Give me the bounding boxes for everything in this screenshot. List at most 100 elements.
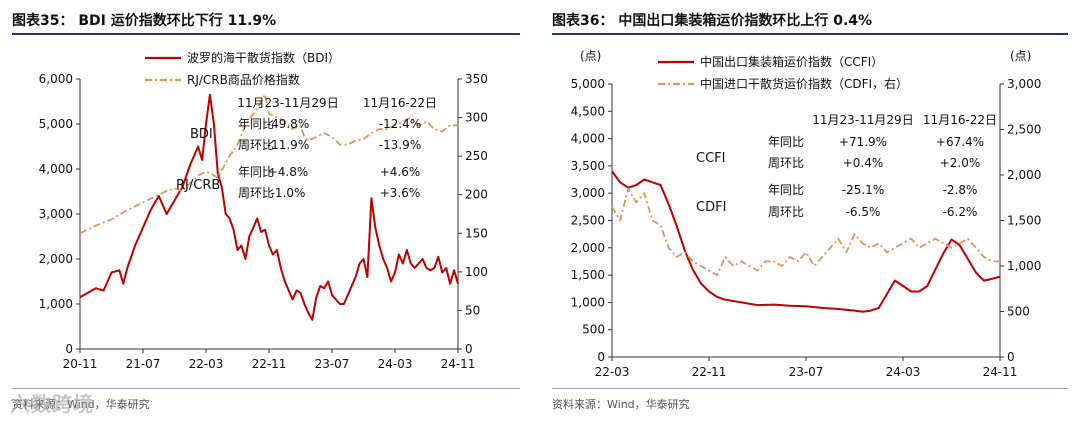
right-y-right-tick-label: 2,000 [1007,168,1041,182]
left-y-left-tick-label: 1,000 [39,297,73,311]
left-legend-label: RJ/CRB商品价格指数 [187,72,300,87]
left-annot-value: +4.8% [268,165,309,179]
right-chart-svg: 0 500 1,000 1,500 2,000 2,500 3,000 3,500 4,000 4… [571,49,1042,379]
left-x-tick-label: 23-07 [315,357,350,371]
left-annot-value: -49.8% [267,117,309,131]
right-annot-row-label: 周环比 [768,205,804,219]
right-series-line-solid [611,170,1001,313]
right-annot-period: 11月16-22日 [923,113,997,127]
right-y-left-tick-label: 3,500 [571,159,605,173]
left-chart-title: 图表35： BDI 运价指数环比下行 11.9% [12,13,277,29]
left-series-label: RJ/CRB [176,178,220,193]
left-y-right-tick-label: 150 [465,226,488,240]
right-y-left-tick-label: 2,500 [571,214,605,228]
left-legend-label: 波罗的海干散货指数（BDI） [187,50,340,65]
right-y-left-tick-label: 2,000 [571,241,605,255]
left-chart-svg: 0 1,000 2,000 3,000 4,000 5,000 6,000 0 50 100 150… [39,50,488,371]
right-x-tick-label: 22-11 [692,365,727,379]
right-chart-panel: 图表36： 中国出口集装箱运价指数环比上行 0.4% 0 500 1,000 1,50… [540,0,1080,424]
right-annot-period: 11月23-11月29日 [812,113,913,127]
left-annot-value: +4.6% [380,165,421,179]
left-title-rule [12,33,520,35]
right-annot-row-label: 年同比 [768,183,804,197]
left-y-right-tick-label: 250 [465,149,488,163]
left-x-tick-label: 22-03 [189,357,224,371]
right-annot-value: -2.8% [943,183,978,197]
left-annot-period: 11月16-22日 [363,96,437,110]
right-y-right-tick-label: 1,500 [1007,214,1041,228]
left-y-left-tick-label: 0 [65,342,73,356]
right-chart-title: 图表36： 中国出口集装箱运价指数环比上行 0.4% [552,13,873,29]
right-y-left-tick-label: 500 [582,323,605,337]
right-x-tick-label: 23-07 [789,365,824,379]
right-annot-value: -25.1% [842,183,884,197]
right-x-tick-label: 24-11 [983,365,1018,379]
left-y-left-tick-label: 6,000 [39,72,73,86]
right-title-rule [552,33,1068,35]
watermark-logo: 六数跨境 [10,392,94,416]
left-y-right-tick-label: 50 [465,303,480,317]
right-source-rule [552,388,1068,389]
right-x-tick-label: 24-03 [886,365,921,379]
right-y-right-tick-label: 500 [1007,305,1030,319]
right-y-left-tick-label: 3,000 [571,186,605,200]
right-series-label: CDFI [696,200,726,215]
right-y-right-tick-label: 3,000 [1007,77,1041,91]
left-y-right-tick-label: 100 [465,265,488,279]
left-annot-row-label: 周环比 [238,186,274,200]
left-x-tick-label: 24-11 [441,357,476,371]
left-annot-value: -13.9% [379,138,421,152]
right-annot-row-label: 周环比 [768,156,804,170]
right-annot-value: +0.4% [843,156,884,170]
right-annot-value: -6.2% [943,205,978,219]
right-annot-value: +2.0% [940,156,981,170]
left-x-tick-label: 20-11 [63,357,98,371]
right-series-label: CCFI [696,151,725,166]
left-annot-value: -12.4% [379,117,421,131]
left-y-left-tick-label: 2,000 [39,252,73,266]
right-series-line-dashdot [611,187,1000,276]
left-x-tick-label: 21-07 [126,357,161,371]
right-annot-value: +67.4% [936,135,984,149]
left-series-line-dashdot [79,93,458,235]
left-y-right-tick-label: 0 [465,342,473,356]
left-annot-row-label: 年同比 [238,117,274,131]
right-y-right-tick-label: 0 [1007,350,1015,364]
left-x-tick-label: 22-11 [252,357,287,371]
left-annot-row-label: 周环比 [238,138,274,152]
right-source-note: 资料来源：Wind，华泰研究 [552,398,690,411]
left-y-right-tick-label: 300 [465,111,488,125]
left-series-label: BDI [190,127,213,142]
right-y-left-tick-label: 4,000 [571,132,605,146]
right-annot-value: -6.5% [846,205,881,219]
left-series-line-solid [79,93,459,321]
left-y-right-tick-label: 350 [465,72,488,86]
left-annot-row-label: 年同比 [238,165,274,179]
right-legend-label: 中国进口干散货运价指数（CDFI，右） [700,76,908,91]
left-annot-value: -1.0% [271,186,306,200]
left-x-tick-label: 24-03 [378,357,413,371]
left-source-rule [12,388,520,389]
right-annot-value: +71.9% [839,135,887,149]
right-unit-left: (点) [580,49,601,63]
right-unit-right: (点) [1010,49,1031,63]
right-x-tick-label: 22-03 [595,365,630,379]
left-y-left-tick-label: 3,000 [39,207,73,221]
left-y-left-tick-label: 5,000 [39,117,73,131]
right-legend-label: 中国出口集装箱运价指数（CCFI） [700,54,883,69]
left-chart-panel: 图表35： BDI 运价指数环比下行 11.9% 0 1,000 2,000 3,00… [0,0,532,424]
left-y-left-tick-label: 4,000 [39,162,73,176]
right-y-right-tick-label: 2,500 [1007,123,1041,137]
right-y-left-tick-label: 4,500 [571,104,605,118]
right-annot-row-label: 年同比 [768,135,804,149]
right-y-right-tick-label: 1,000 [1007,259,1041,273]
left-y-right-tick-label: 200 [465,188,488,202]
left-source-note: 资料来源：Wind，华泰研究 [12,398,150,411]
left-annot-value: +3.6% [380,186,421,200]
right-y-left-tick-label: 5,000 [571,77,605,91]
left-annot-period: 11月23-11月29日 [237,96,338,110]
right-y-left-tick-label: 1,500 [571,268,605,282]
right-y-left-tick-label: 0 [597,350,605,364]
left-annot-value: -11.9% [267,138,309,152]
right-y-left-tick-label: 1,000 [571,295,605,309]
